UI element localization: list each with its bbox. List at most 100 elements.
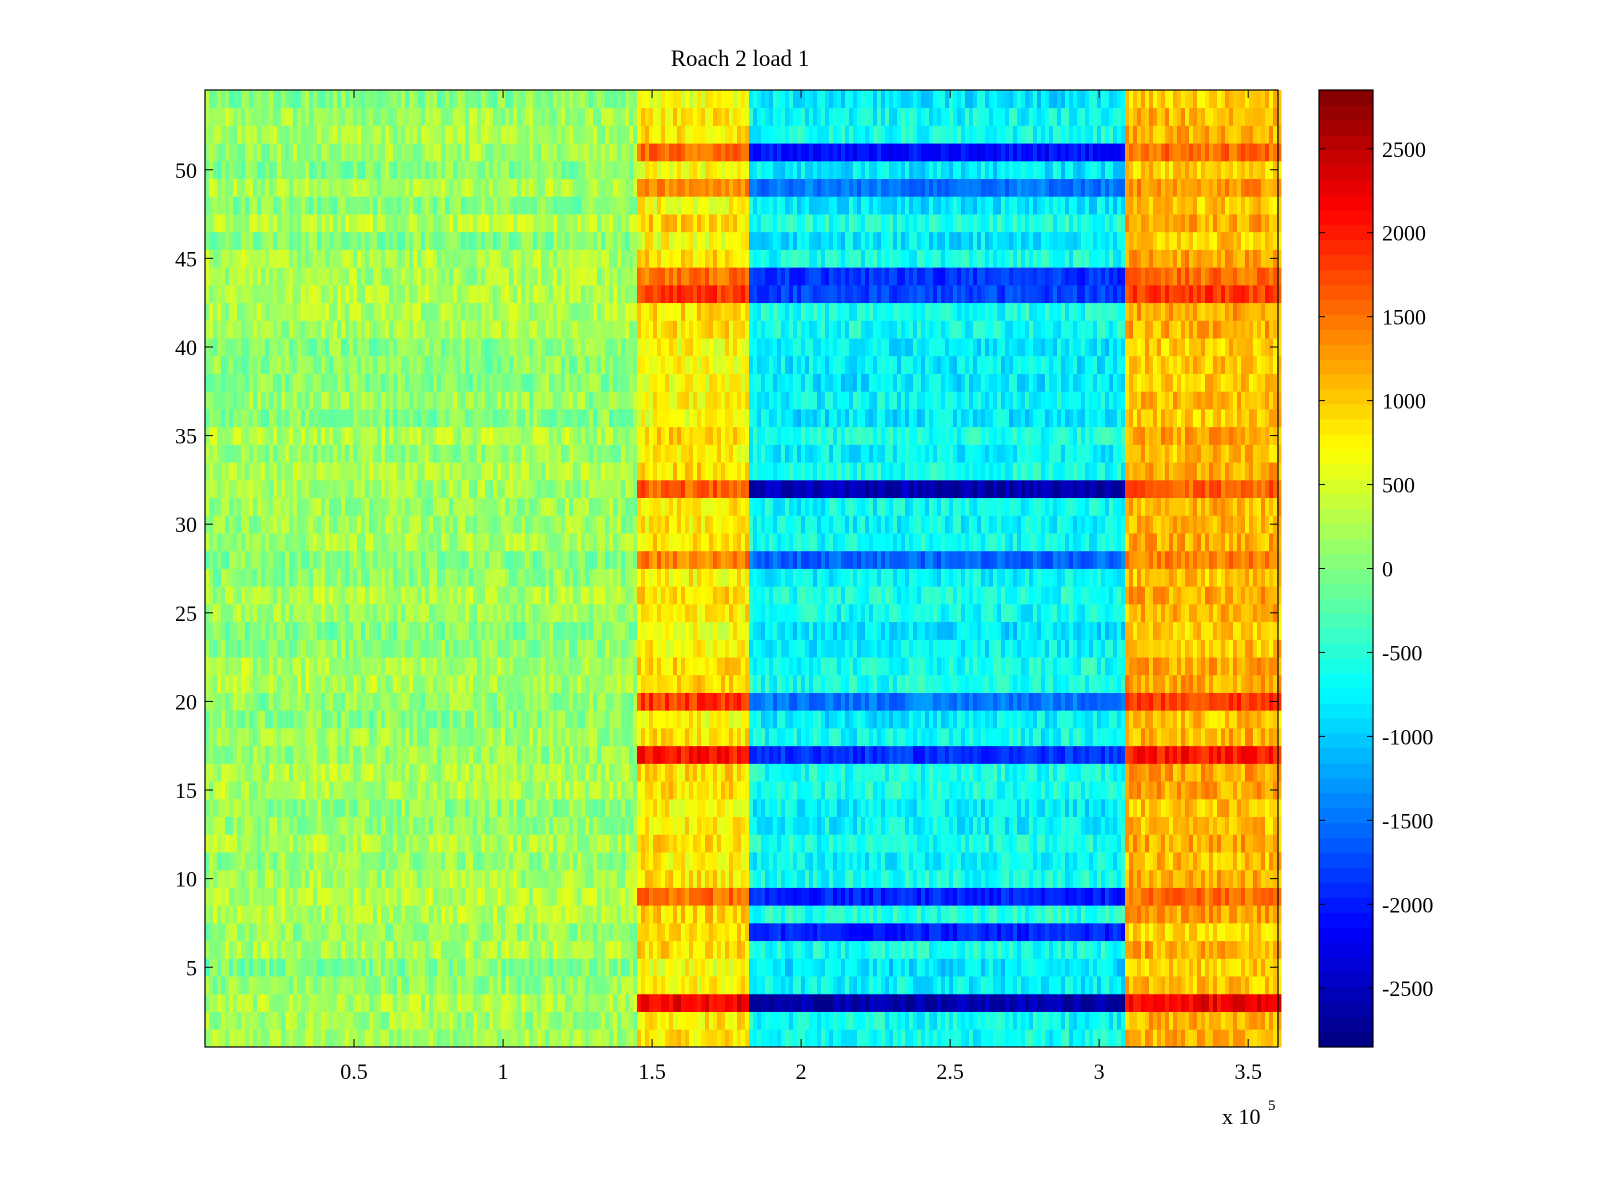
- heatmap-cell: [845, 745, 850, 764]
- heatmap-cell: [417, 834, 422, 853]
- heatmap-cell: [313, 958, 318, 977]
- heatmap-cell: [1049, 834, 1054, 853]
- heatmap-cell: [737, 1011, 742, 1030]
- heatmap-cell: [981, 1011, 986, 1030]
- heatmap-cell: [945, 798, 950, 818]
- heatmap-cell: [797, 958, 802, 977]
- heatmap-cell: [509, 745, 514, 764]
- heatmap-cell: [969, 940, 974, 959]
- heatmap-cell: [257, 745, 262, 764]
- heatmap-cell: [865, 781, 870, 800]
- heatmap-cell: [857, 798, 862, 818]
- heatmap-cell: [789, 1029, 794, 1048]
- heatmap-cell: [297, 993, 302, 1012]
- heatmap-cell: [833, 976, 838, 995]
- heatmap-cell: [665, 887, 670, 906]
- heatmap-cell: [325, 958, 330, 977]
- heatmap-cell: [1097, 1029, 1102, 1048]
- heatmap-cell: [881, 781, 886, 800]
- heatmap-cell: [301, 887, 306, 906]
- heatmap-cell: [897, 940, 902, 959]
- heatmap-cell: [317, 728, 322, 747]
- heatmap-cell: [285, 710, 290, 729]
- heatmap-cell: [1009, 852, 1014, 871]
- heatmap-cell: [1149, 1029, 1154, 1048]
- heatmap-cell: [709, 958, 714, 977]
- heatmap-cell: [1217, 798, 1222, 818]
- heatmap-cell: [885, 940, 890, 959]
- heatmap-cell: [237, 745, 242, 764]
- heatmap-cell: [593, 781, 598, 800]
- heatmap-cell: [233, 781, 238, 800]
- heatmap-cell: [721, 710, 726, 729]
- heatmap-cell: [661, 728, 666, 747]
- heatmap-cell: [709, 940, 714, 959]
- heatmap-cell: [1165, 763, 1170, 782]
- heatmap-cell: [945, 834, 950, 853]
- heatmap-cell: [949, 798, 954, 818]
- heatmap-cell: [1141, 940, 1146, 959]
- heatmap-cell: [205, 745, 210, 764]
- heatmap-cell: [1101, 798, 1106, 818]
- heatmap-cell: [997, 728, 1002, 747]
- heatmap-cell: [565, 1011, 570, 1030]
- heatmap-cell: [589, 816, 594, 835]
- heatmap-cell: [1121, 1029, 1126, 1048]
- heatmap-cell: [825, 958, 830, 977]
- heatmap-cell: [669, 745, 674, 764]
- heatmap-cell: [1153, 958, 1158, 977]
- heatmap-cell: [821, 781, 826, 800]
- heatmap-cell: [417, 710, 422, 729]
- heatmap-cell: [405, 834, 410, 853]
- heatmap-cell: [793, 781, 798, 800]
- heatmap-cell: [805, 1011, 810, 1030]
- heatmap-cell: [609, 781, 614, 800]
- heatmap-cell: [733, 976, 738, 995]
- heatmap-cell: [401, 887, 406, 906]
- heatmap-cell: [473, 993, 478, 1012]
- heatmap-cell: [981, 834, 986, 853]
- heatmap-cell: [385, 922, 390, 942]
- heatmap-cell: [429, 852, 434, 871]
- heatmap-cell: [393, 976, 398, 995]
- heatmap-cell: [657, 869, 662, 888]
- heatmap-cell: [1217, 852, 1222, 871]
- heatmap-cell: [1013, 993, 1018, 1012]
- heatmap-cell: [477, 887, 482, 906]
- heatmap-cell: [473, 869, 478, 888]
- heatmap-cell: [573, 781, 578, 800]
- heatmap-cell: [641, 816, 646, 835]
- heatmap-cell: [441, 958, 446, 977]
- heatmap-cell: [673, 728, 678, 747]
- heatmap-cell: [1069, 993, 1074, 1012]
- heatmap-cell: [825, 1029, 830, 1048]
- heatmap-cell: [441, 852, 446, 871]
- heatmap-cell: [317, 834, 322, 853]
- heatmap-cell: [645, 922, 650, 942]
- heatmap-cell: [677, 798, 682, 818]
- heatmap-cell: [721, 887, 726, 906]
- heatmap-cell: [561, 905, 566, 924]
- heatmap-cell: [453, 852, 458, 871]
- heatmap-cell: [1165, 922, 1170, 942]
- heatmap-cell: [269, 940, 274, 959]
- heatmap-cell: [1085, 958, 1090, 977]
- heatmap-cell: [321, 976, 326, 995]
- heatmap-cell: [333, 816, 338, 835]
- heatmap-cell: [569, 1011, 574, 1030]
- heatmap-cell: [1193, 940, 1198, 959]
- heatmap-cell: [541, 940, 546, 959]
- heatmap-cell: [877, 958, 882, 977]
- heatmap-cell: [357, 728, 362, 747]
- heatmap-cell: [253, 993, 258, 1012]
- heatmap-cell: [757, 993, 762, 1012]
- heatmap-cell: [793, 976, 798, 995]
- heatmap-cell: [1221, 728, 1226, 747]
- heatmap-cell: [513, 710, 518, 729]
- heatmap-cell: [1177, 728, 1182, 747]
- heatmap-cell: [1257, 834, 1262, 853]
- heatmap-cell: [977, 834, 982, 853]
- heatmap-cell: [817, 816, 822, 835]
- heatmap-cell: [461, 1029, 466, 1048]
- heatmap-cell: [437, 922, 442, 942]
